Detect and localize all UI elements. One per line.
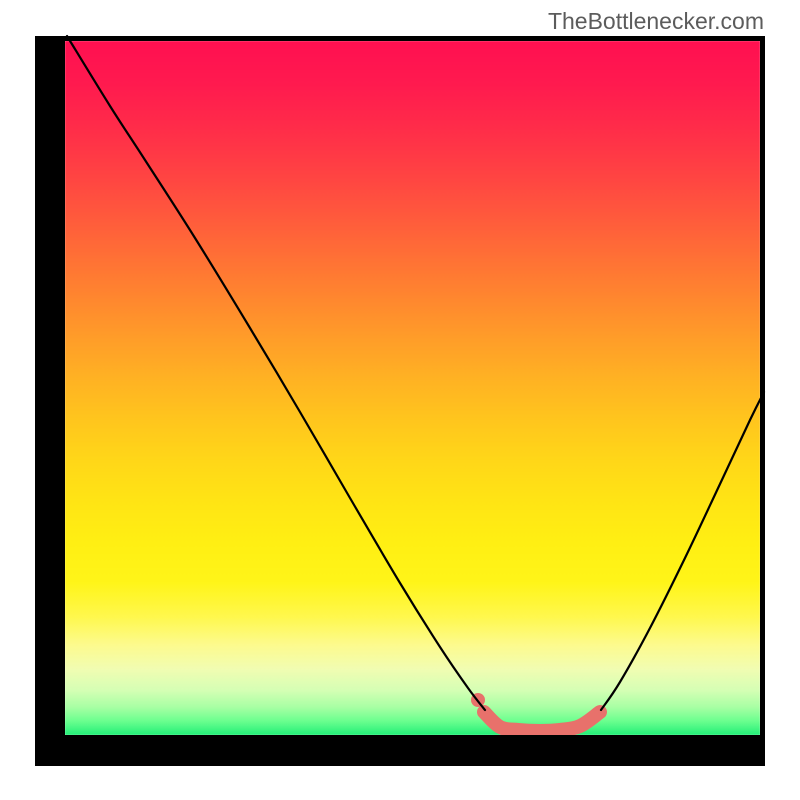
- gradient-background: [0, 0, 800, 800]
- watermark-text: TheBottlenecker.com: [548, 8, 764, 35]
- chart-root: TheBottlenecker.com: [0, 0, 800, 800]
